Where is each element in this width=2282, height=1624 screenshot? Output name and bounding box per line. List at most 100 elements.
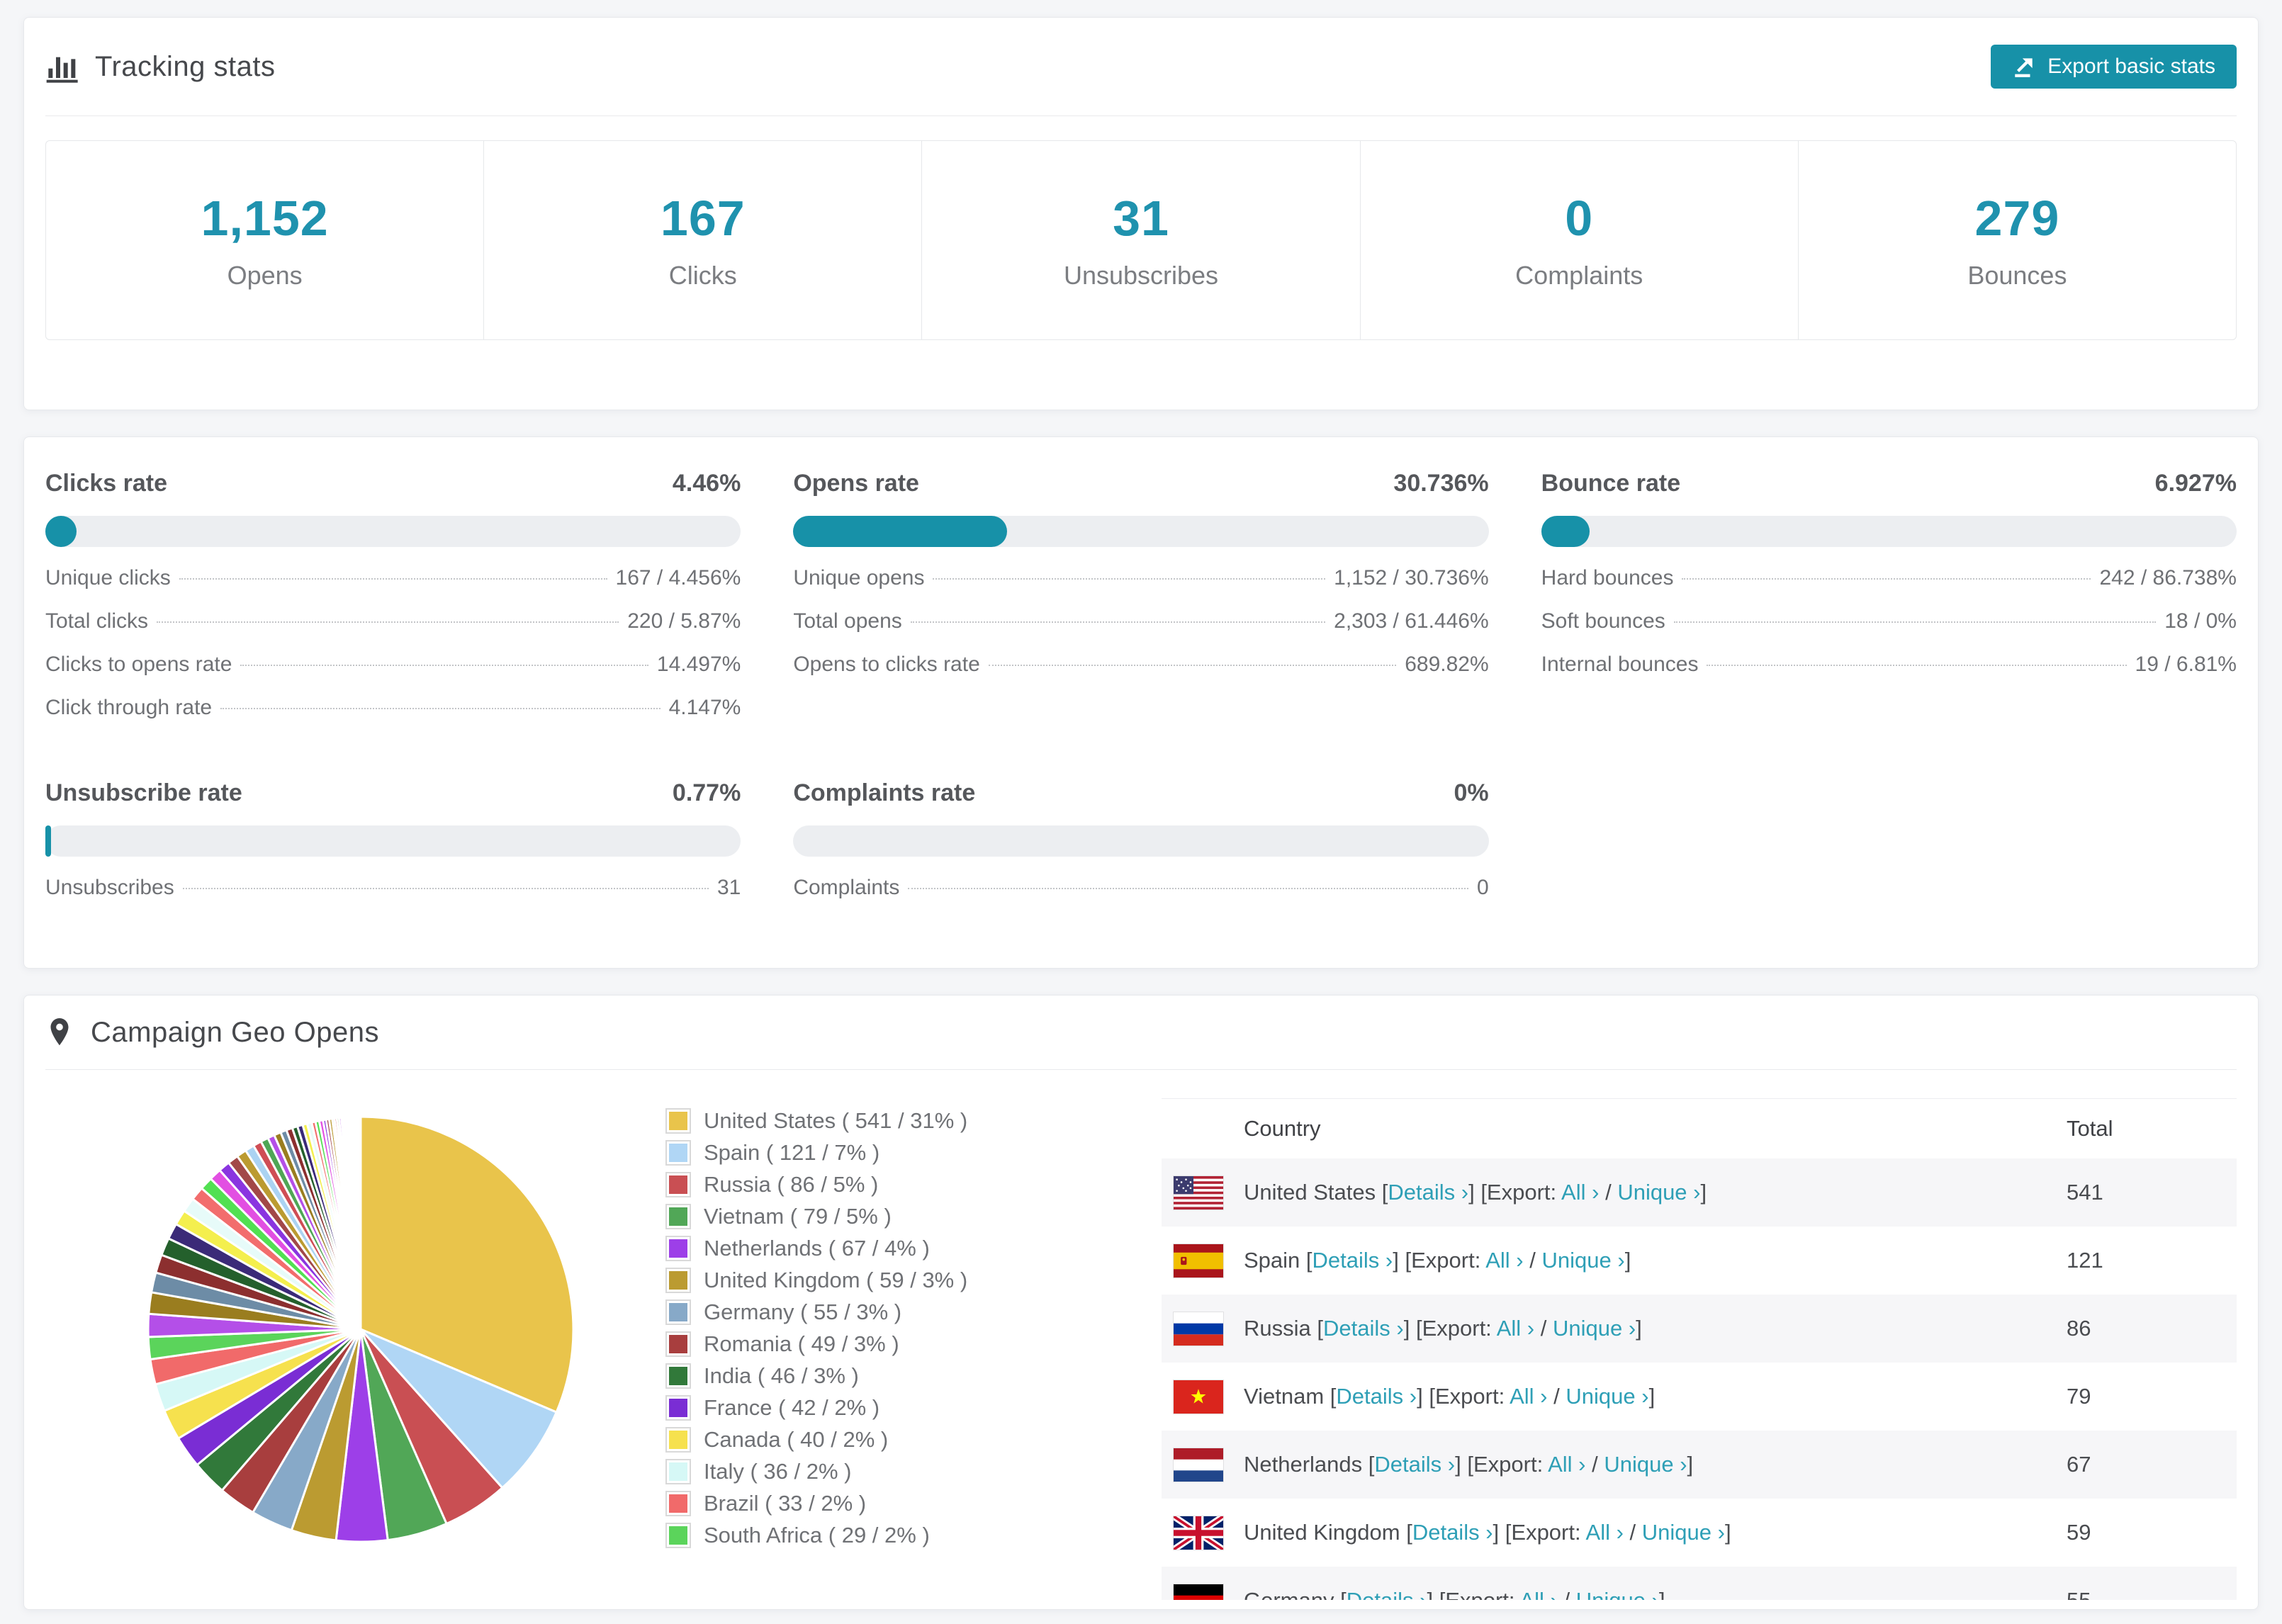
progress-bar-fill bbox=[45, 516, 77, 547]
dotted-leader bbox=[179, 578, 607, 580]
rate-stat-label: Complaints bbox=[793, 876, 900, 899]
details-link[interactable]: Details › bbox=[1388, 1180, 1469, 1205]
legend-item: India ( 46 / 3% ) bbox=[665, 1363, 1062, 1389]
export-all-link[interactable]: All › bbox=[1510, 1384, 1548, 1409]
progress-bar-track bbox=[45, 516, 741, 547]
rate-stat-row: Soft bounces 18 / 0% bbox=[1541, 609, 2237, 633]
legend-item: United Kingdom ( 59 / 3% ) bbox=[665, 1268, 1062, 1293]
rates-card: Clicks rate 4.46% Unique clicks 167 / 4.… bbox=[23, 436, 2259, 969]
bracket: [ bbox=[1381, 1180, 1388, 1205]
rate-stat-row: Unique clicks 167 / 4.456% bbox=[45, 566, 741, 590]
flag-cell bbox=[1162, 1363, 1244, 1431]
details-link[interactable]: Details › bbox=[1336, 1384, 1417, 1409]
legend-swatch bbox=[665, 1108, 691, 1134]
export-unique-link[interactable]: Unique › bbox=[1576, 1588, 1659, 1600]
pie-slice[interactable] bbox=[359, 1115, 575, 1414]
tracking-stats-header: Tracking stats Export basic stats bbox=[24, 18, 2258, 115]
rate-title: Unsubscribe rate bbox=[45, 779, 242, 806]
rate-stat-row: Internal bounces 19 / 6.81% bbox=[1541, 653, 2237, 677]
export-all-link[interactable]: All › bbox=[1485, 1248, 1524, 1273]
country-cell: United States [Details ›] [Export: All ›… bbox=[1244, 1158, 2067, 1227]
rate-stat-value: 220 / 5.87% bbox=[627, 609, 741, 633]
legend-swatch bbox=[665, 1331, 691, 1357]
progress-bar-fill bbox=[793, 516, 1007, 547]
rate-block-bounce-rate: Bounce rate 6.927% Hard bounces 242 / 86… bbox=[1541, 470, 2237, 720]
rate-stat-label: Click through rate bbox=[45, 696, 213, 719]
bracket: ] bbox=[1724, 1520, 1731, 1545]
details-link[interactable]: Details › bbox=[1323, 1316, 1404, 1341]
dotted-leader bbox=[1682, 578, 2091, 580]
geo-country-table: Country Total United States [Details ›] … bbox=[1162, 1098, 2237, 1600]
campaign-geo-opens-card: Campaign Geo Opens United States ( 541 /… bbox=[23, 995, 2259, 1610]
legend-label: France ( 42 / 2% ) bbox=[704, 1395, 880, 1420]
legend-swatch bbox=[665, 1299, 691, 1325]
rate-stat-value: 4.147% bbox=[668, 696, 741, 719]
rate-title: Opens rate bbox=[793, 470, 919, 497]
table-row-vietnam: Vietnam [Details ›] [Export: All › / Uni… bbox=[1162, 1363, 2237, 1431]
country-name: Netherlands bbox=[1244, 1452, 1363, 1477]
header-divider bbox=[45, 115, 2237, 116]
bracket: ] bbox=[1417, 1384, 1423, 1409]
flag-cell bbox=[1162, 1295, 1244, 1363]
dotted-leader bbox=[1707, 665, 2127, 666]
export-all-link[interactable]: All › bbox=[1561, 1180, 1600, 1205]
stat-value: 0 bbox=[1565, 191, 1594, 246]
legend-swatch bbox=[665, 1523, 691, 1548]
rate-stat-label: Hard bounces bbox=[1541, 566, 1674, 590]
rate-title: Complaints rate bbox=[793, 779, 976, 806]
bracket: [ bbox=[1330, 1384, 1337, 1409]
rate-stat-value: 689.82% bbox=[1405, 653, 1489, 676]
dotted-leader bbox=[933, 578, 1326, 580]
export-unique-link[interactable]: Unique › bbox=[1641, 1520, 1725, 1545]
stat-card-bounces: 279 Bounces bbox=[1797, 141, 2236, 339]
export-all-link[interactable]: All › bbox=[1585, 1520, 1624, 1545]
slash: / bbox=[1629, 1520, 1636, 1545]
details-link[interactable]: Details › bbox=[1347, 1588, 1427, 1600]
export-basic-stats-button[interactable]: Export basic stats bbox=[1991, 45, 2237, 89]
total-cell: 541 bbox=[2067, 1180, 2103, 1205]
rate-stat-label: Total clicks bbox=[45, 609, 149, 633]
flag-cell bbox=[1162, 1431, 1244, 1499]
export-unique-link[interactable]: Unique › bbox=[1552, 1316, 1636, 1341]
export-unique-link[interactable]: Unique › bbox=[1617, 1180, 1701, 1205]
stat-label: Unsubscribes bbox=[1063, 261, 1219, 290]
legend-item: South Africa ( 29 / 2% ) bbox=[665, 1523, 1062, 1548]
export-label: [Export: bbox=[1415, 1316, 1492, 1341]
geo-header: Campaign Geo Opens bbox=[24, 996, 2258, 1069]
rate-stat-row: Total clicks 220 / 5.87% bbox=[45, 609, 741, 633]
bracket: ] bbox=[1455, 1452, 1461, 1477]
export-unique-link[interactable]: Unique › bbox=[1541, 1248, 1625, 1273]
legend-item: Canada ( 40 / 2% ) bbox=[665, 1427, 1062, 1453]
rate-stat-label: Unsubscribes bbox=[45, 876, 174, 899]
stat-value: 1,152 bbox=[201, 191, 329, 246]
details-link[interactable]: Details › bbox=[1312, 1248, 1393, 1273]
legend-swatch bbox=[665, 1459, 691, 1484]
legend-swatch bbox=[665, 1140, 691, 1166]
slash: / bbox=[1540, 1316, 1547, 1341]
dotted-leader bbox=[1673, 621, 2157, 623]
rate-title-row: Unsubscribe rate 0.77% bbox=[45, 779, 741, 807]
export-all-link[interactable]: All › bbox=[1519, 1588, 1557, 1600]
progress-bar-track bbox=[793, 516, 1489, 547]
pie-slice[interactable] bbox=[359, 1115, 362, 1330]
legend-swatch bbox=[665, 1395, 691, 1421]
map-pin-icon bbox=[45, 1017, 74, 1048]
export-unique-link[interactable]: Unique › bbox=[1566, 1384, 1649, 1409]
pie-slice[interactable] bbox=[359, 1328, 558, 1489]
country-cell: Vietnam [Details ›] [Export: All › / Uni… bbox=[1244, 1363, 2067, 1431]
export-label: [Export: bbox=[1439, 1588, 1515, 1600]
export-all-link[interactable]: All › bbox=[1496, 1316, 1535, 1341]
legend-item: Vietnam ( 79 / 5% ) bbox=[665, 1204, 1062, 1229]
legend-item: Russia ( 86 / 5% ) bbox=[665, 1172, 1062, 1197]
legend-label: Spain ( 121 / 7% ) bbox=[704, 1140, 880, 1165]
rate-stat-row: Complaints 0 bbox=[793, 876, 1488, 900]
details-link[interactable]: Details › bbox=[1412, 1520, 1493, 1545]
legend-item: Italy ( 36 / 2% ) bbox=[665, 1459, 1062, 1484]
details-link[interactable]: Details › bbox=[1374, 1452, 1456, 1477]
bracket: [ bbox=[1340, 1588, 1347, 1600]
geo-pie-chart[interactable] bbox=[141, 1110, 580, 1549]
export-all-link[interactable]: All › bbox=[1548, 1452, 1586, 1477]
rate-stat-label: Clicks to opens rate bbox=[45, 653, 232, 676]
stat-value: 167 bbox=[660, 191, 746, 246]
export-unique-link[interactable]: Unique › bbox=[1604, 1452, 1687, 1477]
